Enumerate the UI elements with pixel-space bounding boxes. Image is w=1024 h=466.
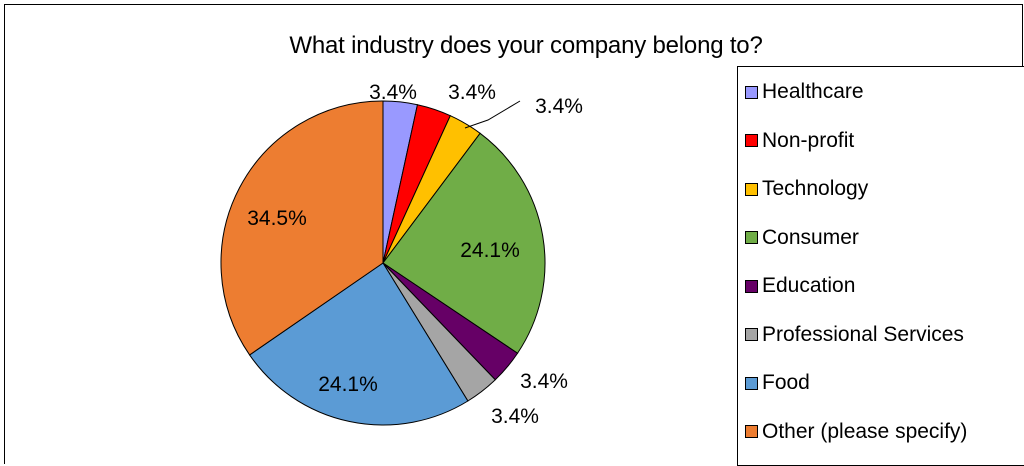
legend-swatch	[745, 182, 758, 196]
data-label-education: 3.4%	[520, 370, 568, 393]
data-label-non-profit: 3.4%	[448, 81, 496, 104]
legend: Healthcare Non-profit Technology Consumer Ed…	[737, 66, 1024, 466]
legend-label: Healthcare	[762, 80, 864, 103]
data-label-other-please-specify: 34.5%	[247, 207, 307, 230]
data-label-healthcare: 3.4%	[369, 81, 417, 104]
pie-slice-consumer	[382, 132, 546, 354]
legend-item-education: Education	[745, 274, 855, 298]
legend-label: Professional Services	[762, 322, 964, 346]
data-label-technology: 3.4%	[535, 95, 583, 118]
legend-swatch	[745, 85, 758, 99]
legend-item-healthcare: Healthcare	[745, 80, 864, 104]
legend-item-professional-services: Professional Services	[745, 323, 964, 347]
legend-item-technology: Technology	[745, 177, 868, 201]
legend-item-consumer: Consumer	[745, 226, 859, 250]
pie-slice-other-please-specify	[220, 100, 384, 356]
legend-item-non-profit: Non-profit	[745, 129, 854, 153]
legend-swatch	[745, 231, 758, 244]
legend-swatch	[745, 376, 758, 390]
legend-label: Food	[762, 371, 810, 394]
pie-slice-food	[248, 262, 469, 426]
leader-line-technology	[464, 100, 521, 129]
legend-swatch	[745, 328, 758, 341]
legend-label: Non-profit	[762, 128, 855, 152]
legend-swatch	[745, 425, 758, 438]
data-label-food: 24.1%	[318, 373, 378, 396]
legend-swatch	[745, 279, 758, 293]
legend-swatch	[745, 134, 758, 147]
data-label-consumer: 24.1%	[460, 239, 520, 262]
legend-item-food: Food	[745, 371, 810, 395]
legend-label: Consumer	[762, 225, 859, 249]
legend-label: Other (please specify)	[762, 419, 968, 443]
legend-label: Technology	[762, 177, 869, 200]
legend-label: Education	[762, 274, 856, 297]
legend-item-other-please-specify: Other (please specify)	[745, 420, 967, 444]
data-label-professional-services: 3.4%	[491, 405, 539, 428]
chart-title: What industry does your company belong t…	[289, 32, 763, 59]
